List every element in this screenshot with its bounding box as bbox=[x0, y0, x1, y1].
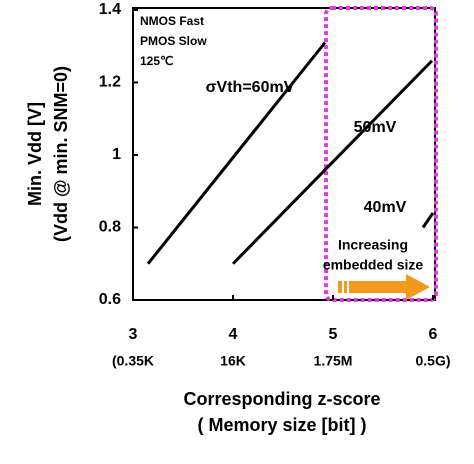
x-tick-sublabel: 0.5G) bbox=[415, 353, 450, 369]
series-label: σVth=60mV bbox=[206, 79, 295, 96]
annotation: Increasing bbox=[338, 237, 408, 253]
y-axis-label: Min. Vdd [V] bbox=[25, 102, 45, 206]
y-axis-label: (Vdd @ min. SNM=0) bbox=[51, 66, 71, 242]
arrow bbox=[338, 274, 430, 300]
x-tick-sublabel: 1.75M bbox=[314, 353, 353, 369]
x-tick-label: 4 bbox=[229, 326, 238, 343]
x-tick-label: 6 bbox=[429, 326, 438, 343]
series-line bbox=[421, 212, 435, 229]
y-tick-label: 1 bbox=[112, 146, 121, 163]
y-tick-label: 0.8 bbox=[99, 219, 121, 236]
y-tick-label: 1.2 bbox=[99, 74, 121, 91]
x-tick-sublabel: 16K bbox=[220, 353, 246, 369]
series-line bbox=[146, 41, 327, 265]
x-tick-label: 3 bbox=[129, 326, 138, 343]
x-axis-label: Corresponding z-score bbox=[183, 389, 380, 409]
highlight-box bbox=[324, 6, 438, 302]
series-label: 40mV bbox=[364, 199, 407, 216]
y-tick-label: 1.4 bbox=[99, 1, 121, 18]
annotation: NMOS Fast bbox=[140, 14, 204, 28]
x-tick-label: 5 bbox=[329, 326, 338, 343]
series-line bbox=[231, 59, 434, 265]
annotation: 125℃ bbox=[140, 54, 174, 68]
annotation: PMOS Slow bbox=[140, 34, 207, 48]
series-label: 50mV bbox=[354, 119, 397, 136]
x-tick-sublabel: (0.35K bbox=[112, 353, 154, 369]
x-axis-label: ( Memory size [bit] ) bbox=[197, 415, 366, 435]
y-tick-label: 0.6 bbox=[99, 291, 121, 308]
annotation: embedded size bbox=[323, 257, 424, 273]
